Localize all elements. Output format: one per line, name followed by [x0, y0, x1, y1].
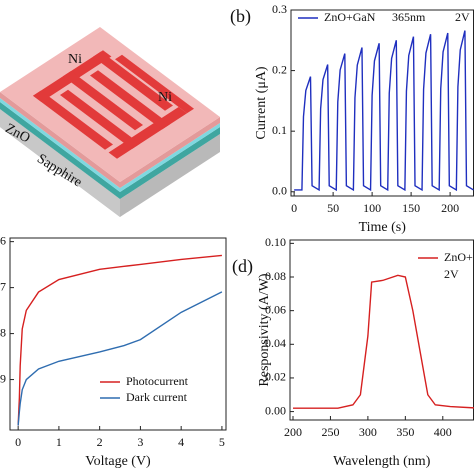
x-tick-label: 150: [402, 201, 420, 215]
data-line: [17, 254, 222, 426]
y-axis-label: Current (μA): [254, 66, 269, 140]
y-tick-label: 0.2: [272, 62, 287, 76]
panel-label: (d): [232, 256, 253, 277]
plot-area: [294, 30, 474, 192]
x-tick-label: 3: [137, 435, 143, 449]
data-line: [293, 274, 474, 409]
x-tick-label: 200: [284, 425, 302, 439]
x-tick-label: 0: [291, 201, 297, 215]
legend-label: ZnO+: [444, 250, 473, 264]
x-tick-label: 100: [363, 201, 381, 215]
x-axis-label: Wavelength (nm): [333, 454, 431, 469]
y-tick-label: 0.08: [265, 269, 286, 283]
x-tick-label: 350: [396, 425, 414, 439]
sapphire-front: [0, 109, 120, 217]
x-tick-label: 200: [441, 201, 459, 215]
y-tick-label: 0.02: [265, 370, 286, 384]
y-tick-label: 0.0: [272, 184, 287, 198]
legend-note: 2V: [455, 10, 470, 24]
y-tick-label: 0.3: [272, 2, 287, 16]
legend-note: 2V: [444, 267, 459, 281]
y-tick-label: 0.10: [265, 235, 286, 249]
legend-label: Photocurrent: [126, 374, 189, 388]
y-axis-label: Responsivity (A/W): [257, 273, 272, 386]
x-axis-label: Voltage (V): [85, 454, 151, 469]
legend-note: 365nm: [392, 10, 426, 24]
data-line: [294, 30, 474, 192]
data-line: [17, 291, 223, 426]
plot-area: [293, 274, 474, 409]
y-tick-label: 0.06: [265, 302, 286, 316]
x-tick-label: 4: [178, 435, 184, 449]
x-axis-label: Time (s): [359, 220, 407, 235]
x-tick-label: 300: [359, 425, 377, 439]
y-tick-label: 0.1: [272, 123, 287, 137]
plot-area: [17, 254, 223, 426]
x-tick-label: 400: [434, 425, 452, 439]
panel-label: (b): [230, 6, 251, 27]
electrode-label: Ni: [158, 90, 172, 105]
electrode-label: Ni: [68, 52, 82, 67]
electrodes: [33, 50, 195, 159]
y-tick-label: 6: [0, 233, 6, 247]
x-tick-label: 2: [97, 435, 103, 449]
y-tick-label: 0.04: [265, 336, 286, 350]
y-tick-label: 0.00: [265, 403, 286, 417]
x-tick-label: 5: [219, 435, 225, 449]
y-tick-label: 9: [0, 371, 6, 385]
x-tick-label: 0: [15, 435, 21, 449]
y-tick-label: 8: [0, 325, 6, 339]
x-tick-label: 50: [327, 201, 339, 215]
x-tick-label: 1: [56, 435, 62, 449]
legend-label: ZnO+GaN: [324, 10, 376, 24]
y-tick-label: 7: [0, 279, 6, 293]
schematic: Ni Ni ZnO Sapphire: [0, 27, 220, 217]
x-tick-label: 250: [321, 425, 339, 439]
legend-label: Dark current: [126, 390, 188, 404]
